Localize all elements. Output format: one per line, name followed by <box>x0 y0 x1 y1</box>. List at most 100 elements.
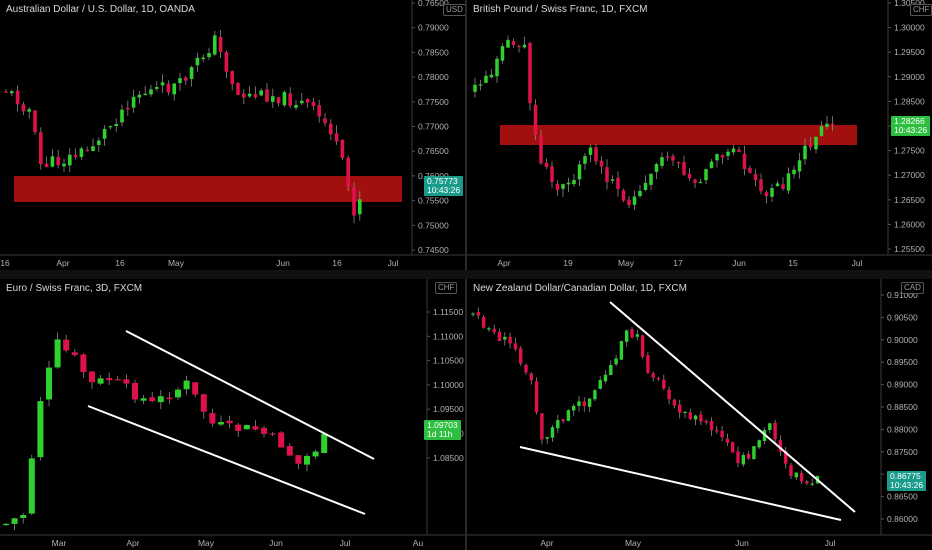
candle-body <box>635 334 639 337</box>
candle-body <box>640 335 645 357</box>
x-tick-label: 16 <box>332 258 342 268</box>
candle-body <box>497 331 502 341</box>
x-tick-label: Jun <box>735 538 749 548</box>
y-tick-label: 1.26000 <box>894 219 925 229</box>
y-tick-label: 0.78500 <box>418 47 449 57</box>
candle-body <box>651 373 655 378</box>
y-tick-label: 0.86500 <box>887 492 918 502</box>
last-price: 0.86775 <box>890 471 921 481</box>
candle-body <box>155 87 159 89</box>
candle-body <box>588 147 593 155</box>
candle-body <box>143 93 147 95</box>
candle-body <box>583 156 587 164</box>
last-price-tag: 0.75773 10:43:26 <box>424 176 464 196</box>
chart-panel-nzdcad[interactable]: 0.91000 0.90500 0.90000 0.89500 0.89000 0.885… <box>467 279 932 550</box>
candle-body <box>503 336 507 340</box>
candle-body <box>704 169 708 181</box>
y-tick-label: 0.75500 <box>418 196 449 206</box>
chart-panel-gbpchf[interactable]: 1.305001.300001.295001.290001.285001.280… <box>467 0 932 270</box>
candle-body <box>114 124 118 127</box>
support-resistance-zone <box>14 176 402 202</box>
x-tick-label: 19 <box>563 258 573 268</box>
x-tick-label: Apr <box>56 258 69 268</box>
candle-body <box>207 53 211 58</box>
chart-panel-eurchf[interactable]: 1.115001.110001.105001.100001.095001.090… <box>0 279 465 550</box>
x-tick-label: Jun <box>732 258 746 268</box>
candle-body <box>352 187 356 216</box>
y-tick-label: 0.79000 <box>418 23 449 33</box>
candle-body <box>79 148 84 157</box>
candle-body <box>775 183 780 187</box>
candle-body <box>120 109 124 123</box>
candle-body <box>594 147 598 162</box>
candle-body <box>667 389 671 400</box>
y-tick-label: 1.30500 <box>894 0 925 8</box>
y-tick-label: 1.10000 <box>433 380 464 390</box>
candle-body <box>321 433 328 453</box>
candle-body <box>106 378 113 381</box>
candle-body <box>286 445 293 456</box>
candle-body <box>195 57 200 66</box>
candle-body <box>230 71 234 85</box>
audusd-chart[interactable]: 0.76500 0.79000 0.78500 0.78000 0.77500 0.770… <box>0 0 465 270</box>
candle-body <box>511 41 516 46</box>
chart-title: Australian Dollar / U.S. Dollar, 1D, OAN… <box>6 4 195 15</box>
candle-body <box>4 91 8 93</box>
y-tick-label: 1.11500 <box>433 307 463 317</box>
horizontal-divider[interactable] <box>0 270 932 279</box>
candle-body <box>473 84 477 92</box>
candle-body <box>561 184 565 189</box>
candle-body <box>794 472 798 478</box>
candle-body <box>123 379 130 384</box>
eurchf-chart[interactable]: 1.115001.110001.105001.100001.095001.090… <box>0 279 465 550</box>
candle-body <box>329 123 333 135</box>
candle-body <box>247 93 252 97</box>
candle-body <box>481 316 486 328</box>
y-tick-label: 1.09500 <box>433 404 464 414</box>
candle-body <box>539 135 543 164</box>
candle-body <box>643 182 648 190</box>
x-tick-label: Au <box>413 538 424 548</box>
candle-body <box>226 420 233 424</box>
candle-body <box>478 84 483 86</box>
y-tick-label: 0.74500 <box>418 245 449 255</box>
last-price: 0.75773 <box>427 176 458 186</box>
candle-body <box>773 422 777 440</box>
nzdcad-chart[interactable]: 0.91000 0.90500 0.90000 0.89500 0.89000 0.885… <box>467 279 932 550</box>
candle-body <box>688 412 692 420</box>
x-tick-label: 16 <box>0 258 10 268</box>
candle-body <box>753 174 758 181</box>
candle-body <box>582 401 586 407</box>
candle-body <box>625 330 629 342</box>
candle-body <box>132 382 138 400</box>
y-tick-label: 0.90500 <box>887 312 918 322</box>
candle-body <box>528 43 532 104</box>
gbpchf-chart[interactable]: 1.305001.300001.295001.290001.285001.280… <box>467 0 932 270</box>
x-tick-label: Apr <box>497 258 510 268</box>
candle-body <box>358 199 362 215</box>
candle-body <box>524 364 528 373</box>
candle-body <box>323 118 327 124</box>
candle-body <box>748 168 752 173</box>
candle-body <box>808 143 813 148</box>
x-tick-label: May <box>625 538 642 548</box>
candle-body <box>731 148 736 153</box>
x-tick-label: May <box>198 538 215 548</box>
y-tick-label: 0.86000 <box>887 514 918 524</box>
x-tick-label: May <box>618 258 635 268</box>
candle-body <box>810 483 814 485</box>
candle-body <box>166 83 171 93</box>
candle-body <box>261 427 267 434</box>
candle-body <box>656 378 661 380</box>
candle-body <box>630 329 634 338</box>
y-tick-label: 0.76500 <box>418 0 449 8</box>
candle-body <box>683 411 687 413</box>
y-tick-label: 1.29000 <box>894 72 925 82</box>
candle-body <box>709 420 714 431</box>
countdown: 1d 11h <box>427 429 453 439</box>
x-tick-label: Mar <box>52 538 67 548</box>
chart-panel-audusd[interactable]: 0.76500 0.79000 0.78500 0.78000 0.77500 0.770… <box>0 0 465 270</box>
candle-body <box>218 422 224 425</box>
candle-body <box>603 374 608 382</box>
candle-body <box>556 420 560 429</box>
